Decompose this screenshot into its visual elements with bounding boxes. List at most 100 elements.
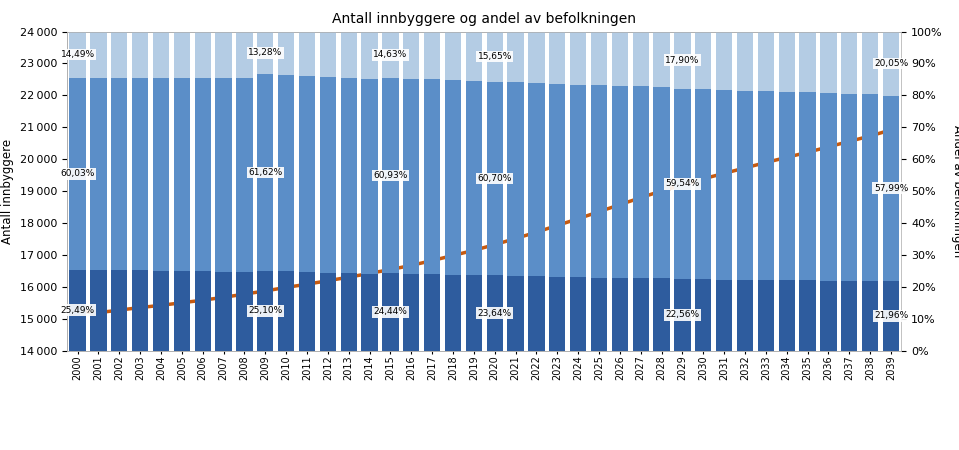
Bar — [299, 32, 316, 76]
Bar — [507, 276, 524, 351]
Bar — [653, 32, 669, 87]
Bar — [424, 274, 440, 351]
Bar — [674, 32, 690, 89]
Bar — [883, 281, 900, 351]
Bar — [507, 32, 524, 82]
Bar — [695, 279, 712, 351]
Bar — [486, 32, 503, 81]
Bar — [445, 32, 461, 80]
Bar — [69, 270, 85, 351]
Innbyggere — [718, 171, 730, 176]
Bar — [758, 91, 774, 280]
Bar — [383, 78, 399, 273]
Bar — [174, 78, 190, 271]
Bar — [445, 80, 461, 275]
Bar — [758, 32, 774, 91]
Bar — [195, 78, 211, 271]
Bar — [862, 94, 878, 281]
Bar — [737, 32, 753, 91]
Innbyggere — [844, 139, 855, 144]
Text: 60,93%: 60,93% — [373, 171, 408, 180]
Bar — [466, 275, 482, 351]
Innbyggere — [406, 263, 417, 268]
Bar — [800, 92, 816, 280]
Bar — [800, 280, 816, 351]
Text: 59,54%: 59,54% — [666, 179, 699, 188]
Bar — [319, 273, 336, 351]
Text: 20,05%: 20,05% — [874, 59, 908, 68]
Bar — [591, 85, 607, 278]
Innbyggere — [197, 297, 208, 303]
Text: 14,49%: 14,49% — [60, 50, 95, 59]
Bar — [612, 86, 628, 278]
Innbyggere — [594, 209, 605, 214]
Bar — [695, 32, 712, 90]
Bar — [111, 32, 128, 78]
Bar — [340, 273, 357, 351]
Bar — [90, 32, 106, 78]
Innbyggere — [530, 230, 542, 235]
Bar — [383, 273, 399, 351]
Bar — [216, 32, 232, 78]
Bar — [278, 271, 294, 351]
Text: 24,44%: 24,44% — [373, 307, 408, 316]
Bar — [257, 32, 273, 74]
Bar — [132, 270, 149, 351]
Bar — [779, 92, 795, 280]
Bar — [403, 274, 419, 351]
Innbyggere — [635, 195, 646, 200]
Bar — [278, 75, 294, 271]
Innbyggere — [363, 270, 375, 276]
Bar — [695, 90, 712, 279]
Bar — [841, 281, 857, 351]
Bar — [841, 94, 857, 281]
Innbyggere — [760, 160, 772, 165]
Text: 60,03%: 60,03% — [60, 169, 95, 178]
Bar — [362, 274, 378, 351]
Y-axis label: Antall innbyggere: Antall innbyggere — [1, 139, 14, 244]
Innbyggere — [301, 282, 313, 287]
Innbyggere — [468, 248, 480, 253]
Innbyggere — [93, 310, 105, 315]
Bar — [570, 277, 586, 351]
Bar — [362, 79, 378, 274]
Innbyggere — [176, 300, 188, 306]
Bar — [340, 32, 357, 78]
Innbyggere — [781, 155, 792, 160]
Innbyggere — [343, 274, 355, 280]
Innbyggere — [489, 242, 501, 248]
Bar — [674, 279, 690, 351]
Innbyggere — [322, 278, 334, 284]
Bar — [195, 32, 211, 78]
Bar — [550, 277, 566, 351]
Bar — [716, 279, 733, 351]
Bar — [111, 270, 128, 351]
Innbyggere — [739, 165, 751, 171]
Bar — [633, 278, 649, 351]
Y-axis label: Andel av befolkningen: Andel av befolkningen — [950, 125, 959, 257]
Bar — [445, 275, 461, 351]
Innbyggere — [113, 307, 125, 313]
Bar — [111, 78, 128, 270]
Bar — [820, 32, 836, 93]
Bar — [362, 32, 378, 79]
Innbyggere — [280, 285, 292, 290]
Bar — [174, 271, 190, 351]
Bar — [591, 32, 607, 85]
Bar — [841, 32, 857, 94]
Innbyggere — [885, 127, 897, 133]
Bar — [424, 79, 440, 274]
Bar — [612, 278, 628, 351]
Bar — [216, 78, 232, 272]
Bar — [236, 78, 252, 272]
Bar — [716, 90, 733, 279]
Innbyggere — [656, 188, 667, 194]
Bar — [403, 32, 419, 79]
Bar — [570, 85, 586, 277]
Bar — [674, 89, 690, 279]
Text: 25,10%: 25,10% — [248, 306, 282, 315]
Bar — [779, 280, 795, 351]
Bar — [633, 86, 649, 278]
Innbyggere — [697, 176, 709, 181]
Text: 60,70%: 60,70% — [478, 174, 512, 183]
